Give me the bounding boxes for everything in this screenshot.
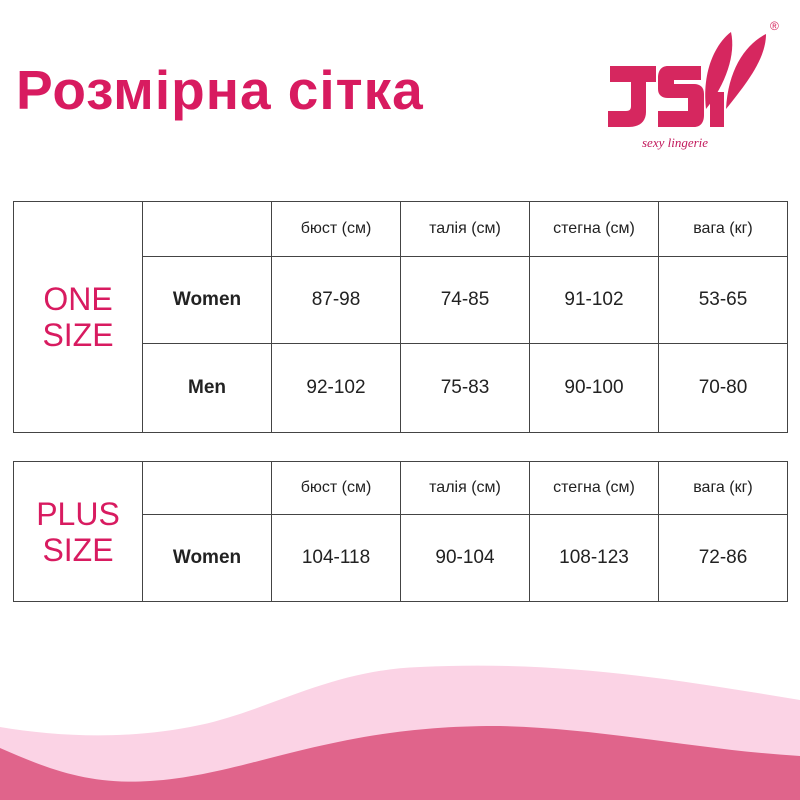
- brand-logo: ® sexy lingerie: [608, 19, 779, 150]
- row-label: Women: [142, 514, 272, 602]
- col-header: талія (см): [400, 461, 530, 515]
- cell: 70-80: [658, 343, 788, 433]
- header-row: ONE SIZE бюст (см) талія (см) стегна (см)…: [13, 201, 788, 433]
- col-header: стегна (см): [529, 461, 659, 515]
- cell: 104-118: [271, 514, 401, 602]
- table-row: Women 104-118 90-104 108-123 72-86: [14, 514, 788, 602]
- size-label-line: SIZE: [42, 531, 114, 568]
- col-header: бюст (см): [271, 201, 401, 257]
- table-row: Men 92-102 75-83 90-100 70-80: [14, 343, 788, 433]
- col-header: стегна (см): [529, 201, 659, 257]
- col-header: талія (см): [400, 201, 530, 257]
- size-label-line: PLUS: [36, 495, 120, 532]
- page-title: Розмірна сітка: [16, 59, 424, 121]
- cell: 74-85: [400, 256, 530, 344]
- one-size-label: ONE SIZE: [13, 201, 143, 433]
- cell: 90-100: [529, 343, 659, 433]
- cell: 90-104: [400, 514, 530, 602]
- plus-size-table: PLUS SIZE бюст (см) талія (см) стегна (см…: [13, 461, 788, 602]
- plus-size-label: PLUS SIZE: [13, 461, 143, 602]
- one-size-table: ONE SIZE бюст (см) талія (см) стегна (см)…: [13, 201, 788, 433]
- cell: 92-102: [271, 343, 401, 433]
- logo-tagline: sexy lingerie: [642, 135, 708, 150]
- col-header: вага (кг): [658, 201, 788, 257]
- table-row: Women 87-98 74-85 91-102 53-65: [14, 256, 788, 344]
- cell: 53-65: [658, 256, 788, 344]
- cell: 75-83: [400, 343, 530, 433]
- wave-dark: [0, 725, 800, 800]
- col-header: бюст (см): [271, 461, 401, 515]
- decorative-wave: [0, 665, 800, 800]
- row-label: Men: [142, 343, 272, 433]
- cell: 87-98: [271, 256, 401, 344]
- header-row: PLUS SIZE бюст (см) талія (см) стегна (см…: [13, 461, 788, 602]
- size-label-line: ONE: [43, 281, 113, 317]
- row-label: Women: [142, 256, 272, 344]
- cell: 108-123: [529, 514, 659, 602]
- empty-cell: [142, 461, 272, 515]
- cell: 72-86: [658, 514, 788, 602]
- cell: 91-102: [529, 256, 659, 344]
- empty-cell: [142, 201, 272, 257]
- registered-mark: ®: [770, 19, 779, 33]
- col-header: вага (кг): [658, 461, 788, 515]
- size-label-line: SIZE: [42, 317, 114, 353]
